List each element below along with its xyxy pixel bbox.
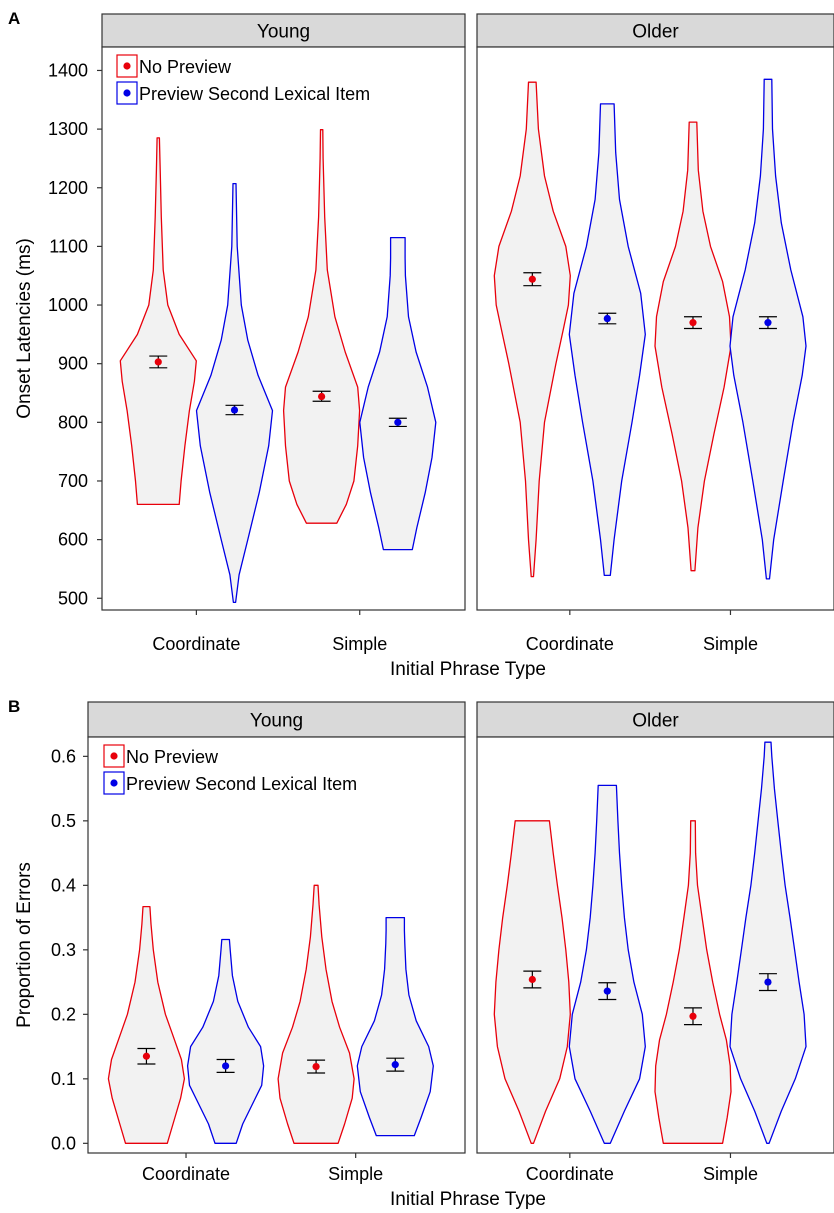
violin bbox=[359, 236, 437, 551]
mean-point bbox=[142, 1052, 151, 1060]
violin bbox=[119, 137, 197, 506]
panel-label: A bbox=[8, 9, 20, 28]
violin bbox=[277, 884, 355, 1144]
y-axis-label: Proportion of Errors bbox=[14, 862, 35, 1028]
panel-label: B bbox=[8, 697, 20, 716]
mean-point bbox=[391, 1061, 399, 1069]
violin bbox=[568, 784, 646, 1144]
facet-label: Older bbox=[632, 22, 679, 43]
mean-point bbox=[528, 275, 536, 283]
y-axis-label: Onset Latencies (ms) bbox=[14, 238, 35, 419]
x-axis-label: Initial Phrase Type bbox=[390, 1189, 546, 1210]
y-tick-label: 0.1 bbox=[51, 1069, 76, 1089]
legend-label: No Preview bbox=[139, 57, 232, 77]
y-tick-label: 1400 bbox=[48, 60, 88, 80]
y-tick-label: 900 bbox=[58, 354, 88, 374]
x-tick-label: Simple bbox=[703, 1164, 758, 1184]
y-tick-label: 0.3 bbox=[51, 940, 76, 960]
violin bbox=[729, 741, 807, 1144]
mean-point bbox=[222, 1062, 230, 1070]
violin bbox=[282, 129, 361, 524]
facet-strip bbox=[476, 13, 834, 48]
mean-point bbox=[230, 406, 239, 414]
x-axis-label: Initial Phrase Type bbox=[390, 659, 546, 680]
x-tick-label: Simple bbox=[703, 634, 758, 654]
x-tick-label: Coordinate bbox=[142, 1164, 230, 1184]
y-tick-label: 0.2 bbox=[51, 1004, 76, 1024]
y-tick-label: 1000 bbox=[48, 295, 88, 315]
facet-strip bbox=[87, 701, 466, 738]
violin bbox=[654, 121, 732, 572]
legend-label: Preview Second Lexical Item bbox=[126, 774, 357, 794]
mean-point bbox=[764, 978, 772, 986]
x-tick-label: Coordinate bbox=[526, 634, 614, 654]
mean-point bbox=[394, 418, 402, 426]
violin bbox=[493, 81, 571, 578]
legend-point bbox=[123, 89, 131, 97]
mean-point bbox=[318, 392, 326, 401]
mean-point bbox=[689, 319, 697, 327]
violin bbox=[186, 938, 265, 1144]
mean-point bbox=[689, 1012, 697, 1020]
mean-point bbox=[603, 987, 611, 995]
x-tick-label: Coordinate bbox=[152, 634, 240, 654]
legend-point bbox=[123, 62, 131, 70]
y-tick-label: 1300 bbox=[48, 119, 88, 139]
violin bbox=[654, 820, 732, 1144]
y-tick-label: 0.5 bbox=[51, 811, 76, 831]
y-tick-label: 500 bbox=[58, 588, 88, 608]
x-tick-label: Simple bbox=[332, 634, 387, 654]
violin bbox=[195, 182, 274, 604]
y-tick-label: 0.0 bbox=[51, 1133, 76, 1153]
y-tick-label: 600 bbox=[58, 530, 88, 550]
x-tick-label: Simple bbox=[328, 1164, 383, 1184]
violin bbox=[568, 103, 646, 577]
legend-point bbox=[110, 752, 118, 760]
legend-label: No Preview bbox=[126, 747, 219, 767]
y-tick-label: 800 bbox=[58, 412, 88, 432]
facet-strip bbox=[101, 13, 466, 48]
y-tick-label: 0.4 bbox=[51, 875, 76, 895]
violin bbox=[107, 905, 186, 1144]
mean-point bbox=[764, 319, 772, 327]
facet-label: Young bbox=[257, 22, 310, 43]
facet-label: Older bbox=[632, 711, 679, 732]
legend-label: Preview Second Lexical Item bbox=[139, 84, 370, 104]
x-tick-label: Coordinate bbox=[526, 1164, 614, 1184]
y-tick-label: 1200 bbox=[48, 178, 88, 198]
facet-strip bbox=[476, 701, 834, 738]
mean-point bbox=[603, 314, 611, 323]
y-tick-label: 0.6 bbox=[51, 746, 76, 766]
mean-point bbox=[528, 975, 536, 984]
legend-point bbox=[110, 779, 118, 787]
y-tick-label: 1100 bbox=[49, 236, 88, 256]
y-tick-label: 700 bbox=[58, 471, 88, 491]
mean-point bbox=[154, 358, 162, 366]
mean-point bbox=[312, 1062, 320, 1071]
facet-label: Young bbox=[250, 711, 303, 732]
violin bbox=[356, 916, 434, 1137]
